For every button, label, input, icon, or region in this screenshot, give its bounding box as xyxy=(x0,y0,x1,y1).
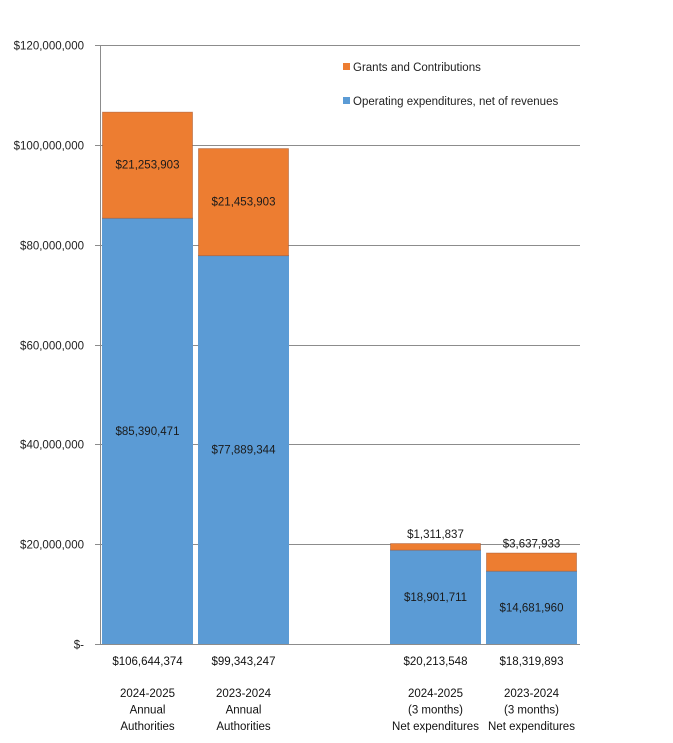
category-label: 2023-2024 xyxy=(216,688,272,700)
total-label: $106,644,374 xyxy=(112,656,183,668)
y-tick-label: $80,000,000 xyxy=(20,241,84,253)
bar-grants-contributions xyxy=(486,552,577,572)
bar-grants-contributions xyxy=(198,148,289,257)
legend-label: Operating expenditures, net of revenues xyxy=(353,96,558,108)
category-label: Net expenditures xyxy=(392,721,479,733)
y-tick-label: $100,000,000 xyxy=(14,141,84,153)
data-label-operating: $85,390,471 xyxy=(116,426,180,438)
legend: Grants and Contributions Operating expend… xyxy=(343,62,558,108)
category-label: Authorities xyxy=(216,721,271,733)
total-label: $20,213,548 xyxy=(404,656,468,668)
bar-grants-contributions xyxy=(390,543,481,551)
category-label: Authorities xyxy=(120,721,175,733)
data-label-operating: $14,681,960 xyxy=(500,602,564,614)
bar-operating-expenditures xyxy=(486,570,577,644)
category-label: Net expenditures xyxy=(488,721,575,733)
legend-swatch xyxy=(343,97,350,104)
data-labels: $85,390,471 $21,253,903 $77,889,344 $21,453… xyxy=(116,160,564,615)
category-label: 2024-2025 xyxy=(408,688,463,700)
bar-operating-expenditures xyxy=(390,549,481,644)
legend-swatch xyxy=(343,63,350,70)
data-label-grants: $3,637,933 xyxy=(503,539,561,551)
category-label: 2023-2024 xyxy=(504,688,560,700)
data-label-grants: $21,253,903 xyxy=(116,160,180,172)
legend-label: Grants and Contributions xyxy=(353,62,481,74)
x-axis-category-labels: $106,644,374 2024-2025 Annual Authorities $9… xyxy=(112,656,575,733)
y-axis-ticks: $- $20,000,000 $40,000,000 $60,000,000 $80,0… xyxy=(14,41,100,652)
bar-grants-contributions xyxy=(102,111,193,219)
category-label: 2024-2025 xyxy=(120,688,175,700)
bars xyxy=(102,111,577,645)
category-label: (3 months) xyxy=(408,705,463,717)
data-label-operating: $77,889,344 xyxy=(212,445,277,457)
y-tick-label: $120,000,000 xyxy=(14,41,84,53)
axes xyxy=(100,45,580,645)
total-label: $18,319,893 xyxy=(500,656,564,668)
y-tick-label: $60,000,000 xyxy=(20,341,84,353)
data-label-grants: $21,453,903 xyxy=(212,197,276,209)
data-label-operating: $18,901,711 xyxy=(404,592,467,604)
y-tick-label: $20,000,000 xyxy=(20,540,84,552)
category-label: (3 months) xyxy=(504,705,559,717)
bar-operating-expenditures xyxy=(102,217,193,645)
total-label: $99,343,247 xyxy=(212,656,276,668)
bar-operating-expenditures xyxy=(198,255,289,644)
category-label: Annual xyxy=(226,705,262,717)
data-label-grants: $1,311,837 xyxy=(407,529,464,541)
category-label: Annual xyxy=(130,705,166,717)
y-tick-label: $40,000,000 xyxy=(20,440,84,452)
y-tick-label: $- xyxy=(74,640,84,652)
